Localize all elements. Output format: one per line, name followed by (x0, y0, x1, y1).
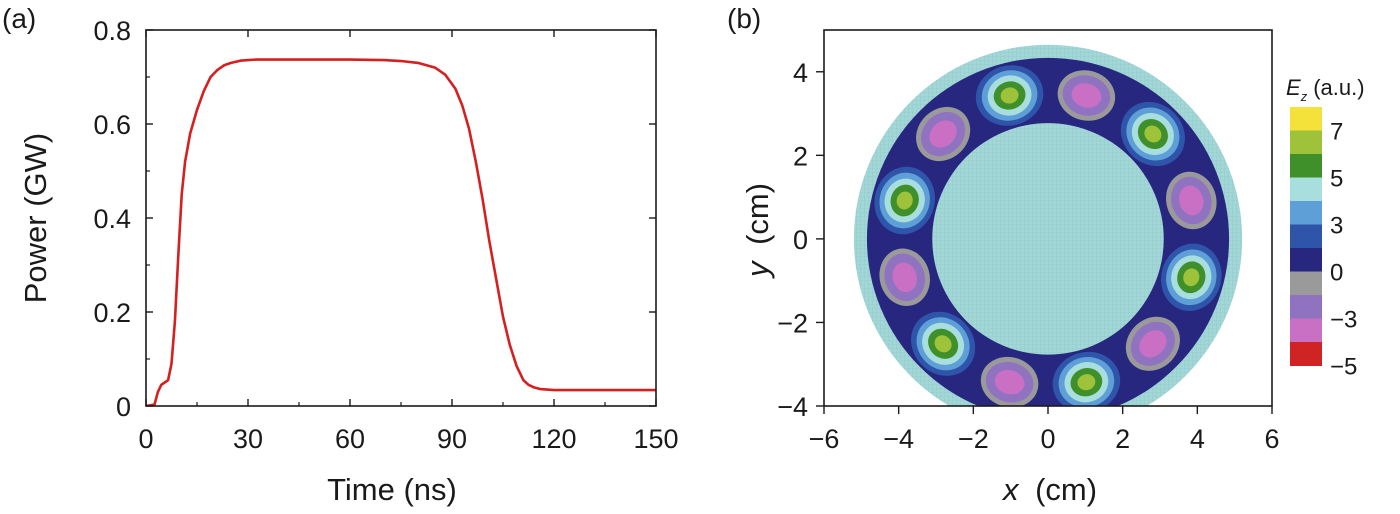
positive-lobe (1052, 351, 1121, 406)
positive-lobe (975, 65, 1044, 126)
colorbar-swatch (1290, 271, 1322, 296)
colorbar-title-unit: (a.u.) (1313, 75, 1364, 100)
inner-conductor (932, 123, 1164, 355)
positive-lobe (1161, 243, 1222, 312)
y-tick-label-b: 4 (793, 58, 808, 88)
lobe-contour (1183, 268, 1200, 287)
colorbar-swatch (1290, 295, 1322, 319)
y-tick-label-a: 0 (116, 392, 131, 422)
y-tick-label-a: 0.4 (93, 204, 131, 234)
colorbar-tick-label: −5 (1330, 354, 1357, 381)
panel-label-a: (a) (2, 3, 36, 34)
x-tick-label-a: 150 (633, 424, 678, 454)
colorbar-swatch (1290, 154, 1322, 178)
x-axis-var-b: x (1001, 472, 1020, 507)
negative-lobe (1161, 166, 1222, 235)
colorbar-swatch (1290, 318, 1322, 343)
colorbar-swatches (1290, 107, 1322, 366)
lobe-contour (1000, 87, 1019, 104)
field-map-area (853, 44, 1243, 406)
x-axis-unit-b: (cm) (1035, 472, 1097, 507)
negative-lobe (1052, 65, 1121, 126)
plot-area-a (146, 58, 656, 406)
colorbar: Ez (a.u.) 7 5 3 0 −3 −5 (1286, 75, 1365, 381)
lobe-contour (1139, 330, 1167, 358)
y-axis-label-a: Power (GW) (18, 133, 53, 304)
colorbar-tick-label: 3 (1330, 213, 1343, 240)
x-tick-label-b: 4 (1190, 424, 1205, 454)
x-tick-label-a: 0 (138, 424, 153, 454)
y-tick-label-a: 0.6 (93, 110, 131, 140)
colorbar-title-sub: z (1300, 89, 1308, 104)
lobe-contour (892, 262, 917, 293)
colorbar-tick-label: 5 (1330, 166, 1343, 193)
x-tick-label-b: −2 (958, 424, 989, 454)
y-tick-label-b: 2 (793, 141, 808, 171)
lobe-contour (1144, 125, 1162, 143)
lobe-contour (994, 369, 1025, 395)
y-axis-var-b: y (740, 259, 775, 279)
colorbar-swatch (1290, 130, 1322, 155)
colorbar-tick-label: 0 (1330, 260, 1343, 287)
plot-frame-a (145, 29, 657, 407)
x-axis-label-b: x (cm) (1001, 472, 1097, 507)
positive-lobe (1120, 101, 1185, 167)
x-tick-label-b: 2 (1115, 424, 1130, 454)
colorbar-tick-label: −3 (1330, 307, 1357, 334)
colorbar-tick-label: 7 (1330, 119, 1343, 146)
negative-lobe (911, 101, 976, 167)
x-tick-label-b: −6 (809, 424, 840, 454)
y-tick-label-b: 0 (793, 225, 808, 255)
y-tick-label-b: −4 (777, 392, 808, 422)
negative-lobe (874, 243, 935, 312)
y-tick-label-a: 0.8 (93, 16, 131, 46)
x-tick-label-a: 120 (531, 424, 576, 454)
x-tick-label-a: 30 (233, 424, 263, 454)
colorbar-title-var: E (1286, 75, 1301, 100)
y-tick-label-b: −2 (777, 308, 808, 338)
negative-lobe (1120, 311, 1185, 376)
colorbar-swatch (1290, 248, 1322, 272)
colorbar-swatch (1290, 342, 1322, 366)
negative-lobe (975, 351, 1044, 406)
panel-a-power-chart: (a) 0 30 60 90 120 150 0 0.2 0.4 0.6 0.8 Time (ns)… (2, 3, 679, 507)
y-axis-unit-b: (cm) (740, 183, 775, 245)
lobe-contour (1077, 374, 1096, 391)
x-axis-label-a: Time (ns) (327, 472, 457, 507)
lobe-contour (929, 120, 957, 148)
ticks-a: 0 30 60 90 120 150 0 0.2 0.4 0.6 0.8 (93, 16, 678, 454)
positive-lobe (874, 166, 935, 235)
lobe-contour (896, 191, 913, 210)
lobe-contour (934, 335, 952, 353)
lobe-contour (1071, 83, 1102, 108)
power-curve (146, 58, 656, 406)
panel-label-b: (b) (727, 3, 761, 34)
x-tick-label-b: 6 (1264, 424, 1279, 454)
y-tick-label-a: 0.2 (93, 298, 131, 328)
colorbar-swatch (1290, 224, 1322, 249)
x-tick-label-a: 60 (335, 424, 365, 454)
colorbar-swatch (1290, 107, 1322, 131)
colorbar-swatch (1290, 177, 1322, 202)
x-tick-label-b: 0 (1040, 424, 1055, 454)
y-axis-label-b: y (cm) (740, 183, 775, 279)
colorbar-title: Ez (a.u.) (1286, 75, 1365, 104)
positive-lobe (911, 311, 976, 376)
colorbar-labels: 7 5 3 0 −3 −5 (1330, 119, 1357, 381)
lobe-contour (1179, 185, 1204, 216)
colorbar-swatch (1290, 201, 1322, 225)
x-tick-label-a: 90 (437, 424, 467, 454)
x-tick-label-b: −4 (883, 424, 914, 454)
